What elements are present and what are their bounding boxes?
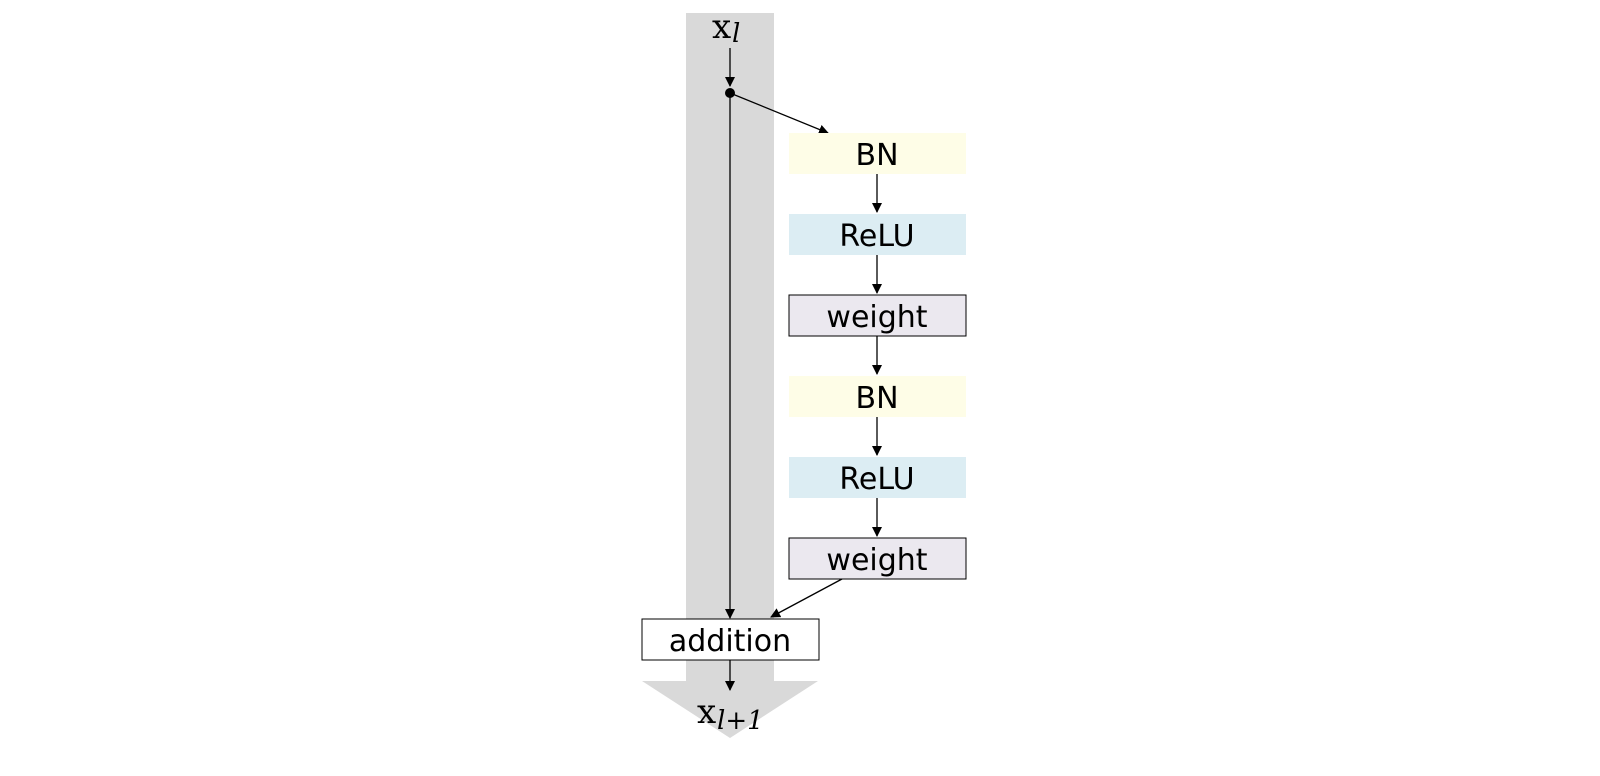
block-weight-2: weight bbox=[788, 537, 967, 580]
block-bn-2-box bbox=[789, 376, 966, 417]
output-var-main: x bbox=[697, 692, 716, 732]
input-label: x l bbox=[712, 7, 740, 49]
block-bn-1: BN bbox=[789, 133, 966, 174]
block-bn-1-label: BN bbox=[855, 138, 898, 173]
shortcut-band-arrowhead bbox=[642, 681, 818, 738]
block-relu-2-box bbox=[789, 457, 966, 498]
merge-arrow bbox=[770, 578, 843, 618]
input-var-main: x bbox=[712, 7, 731, 47]
block-weight-1-label: weight bbox=[826, 300, 927, 335]
block-relu-2: ReLU bbox=[789, 457, 966, 498]
block-weight-2-label: weight bbox=[826, 543, 927, 578]
block-relu-1: ReLU bbox=[789, 214, 966, 255]
block-relu-1-box bbox=[789, 214, 966, 255]
block-weight-1: weight bbox=[788, 294, 967, 337]
block-bn-2: BN bbox=[789, 376, 966, 417]
output-var-sub: l+1 bbox=[717, 706, 764, 736]
block-bn-2-label: BN bbox=[855, 381, 898, 416]
addition-label: addition bbox=[669, 624, 791, 659]
output-label: x l+1 bbox=[697, 692, 764, 736]
block-weight-2-box bbox=[788, 537, 967, 580]
branch-arrow bbox=[729, 92, 829, 135]
input-var-sub: l bbox=[732, 19, 740, 49]
block-relu-1-label: ReLU bbox=[839, 219, 914, 254]
block-relu-2-label: ReLU bbox=[839, 462, 914, 497]
addition-node: addition bbox=[641, 618, 820, 661]
addition-box bbox=[641, 618, 820, 661]
block-bn-1-box bbox=[789, 133, 966, 174]
